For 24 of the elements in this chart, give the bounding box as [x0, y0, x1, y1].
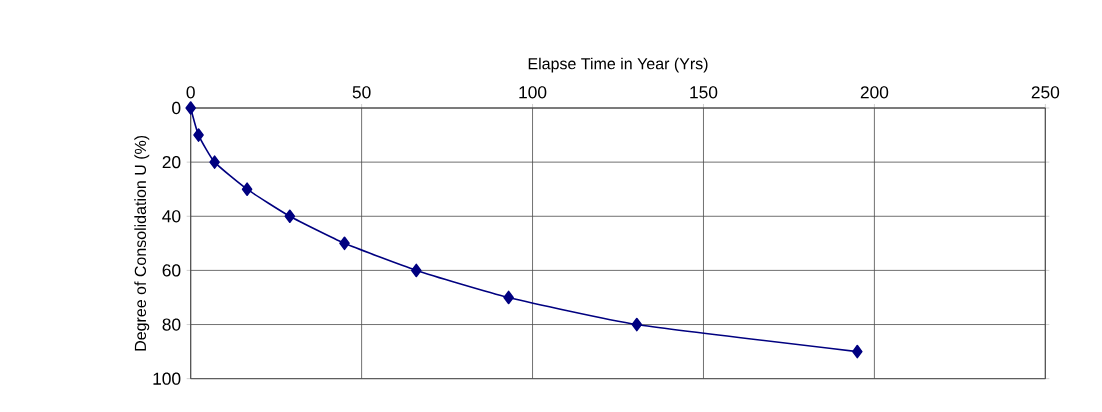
point — [241, 182, 253, 197]
point — [852, 344, 863, 359]
point — [631, 317, 643, 332]
point — [503, 290, 514, 305]
x-tick-label: 100 — [519, 86, 547, 99]
y-tick-label: 100 — [153, 372, 181, 385]
y-tick-label: 20 — [162, 156, 181, 169]
x-tick-label: 150 — [690, 86, 718, 99]
point — [185, 101, 196, 115]
y-tick-label: 80 — [162, 318, 181, 331]
y-axis-title: Degree of Consolidation U (%) — [134, 135, 150, 351]
point — [209, 155, 220, 169]
y-tick-label: 0 — [172, 101, 181, 115]
x-tick-label: 200 — [860, 86, 889, 99]
x-tick-label: 250 — [1031, 86, 1060, 99]
x-tick-label: 50 — [352, 86, 371, 99]
x-tick-label: 0 — [186, 86, 195, 99]
point — [411, 263, 422, 278]
point — [193, 128, 204, 142]
x-axis-title: Elapse Time in Year (Yrs) — [528, 57, 708, 73]
y-tick-label: 40 — [162, 210, 181, 223]
point — [284, 209, 296, 224]
y-tick-label: 60 — [162, 264, 181, 277]
point — [339, 236, 350, 251]
